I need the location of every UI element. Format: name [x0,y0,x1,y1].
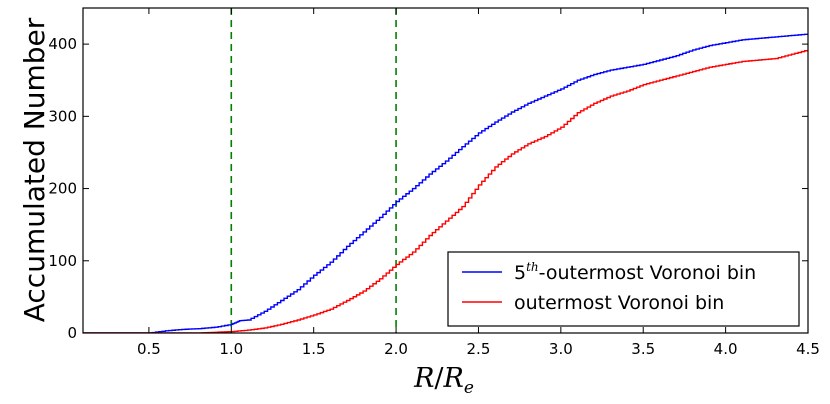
x-tick-label: 4.0 [714,340,738,358]
legend-label-5th-base: 5 [514,262,526,284]
x-axis-label-denominator: R [443,363,464,394]
x-tick-label: 1.5 [302,340,326,358]
y-axis-label: Accumulated Number [18,17,51,322]
x-axis-label-subscript: e [464,378,474,398]
x-axis-label-numerator: R [413,363,434,394]
x-tick-label: 2.0 [384,340,408,358]
x-axis-label: R/Re [413,363,474,398]
y-tick-label: 400 [48,35,77,53]
y-tick-label: 300 [48,107,77,125]
legend-label-5th-superscript: th [526,260,539,274]
series-line-1 [83,49,808,333]
y-axis: 0 100 200 300 400 [48,35,808,342]
x-tick-label: 3.0 [549,340,573,358]
y-tick-label: 0 [67,324,77,342]
axes-frame [82,7,809,334]
x-tick-label: 1.0 [219,340,243,358]
series-line-0 [83,33,808,333]
x-tick-label: 2.5 [467,340,491,358]
y-tick-label: 200 [48,180,77,198]
x-tick-label: 0.5 [137,340,161,358]
reference-lines [230,8,397,333]
x-axis: 0.5 1.0 1.5 2.0 2.5 3.0 3.5 4.0 4.5 [137,8,820,358]
legend-label-5th-outermost: 5th-outermost Voronoi bin [514,260,756,284]
legend: 5th-outermost Voronoi bin outermost Voro… [447,251,800,327]
legend-label-5th-rest: -outermost Voronoi bin [539,262,757,284]
series-layer [83,33,808,333]
legend-label-outermost: outermost Voronoi bin [514,292,724,314]
x-tick-label: 3.5 [631,340,655,358]
legend-box [447,251,800,327]
x-tick-label: 4.5 [796,340,820,358]
y-tick-label: 100 [48,252,77,270]
